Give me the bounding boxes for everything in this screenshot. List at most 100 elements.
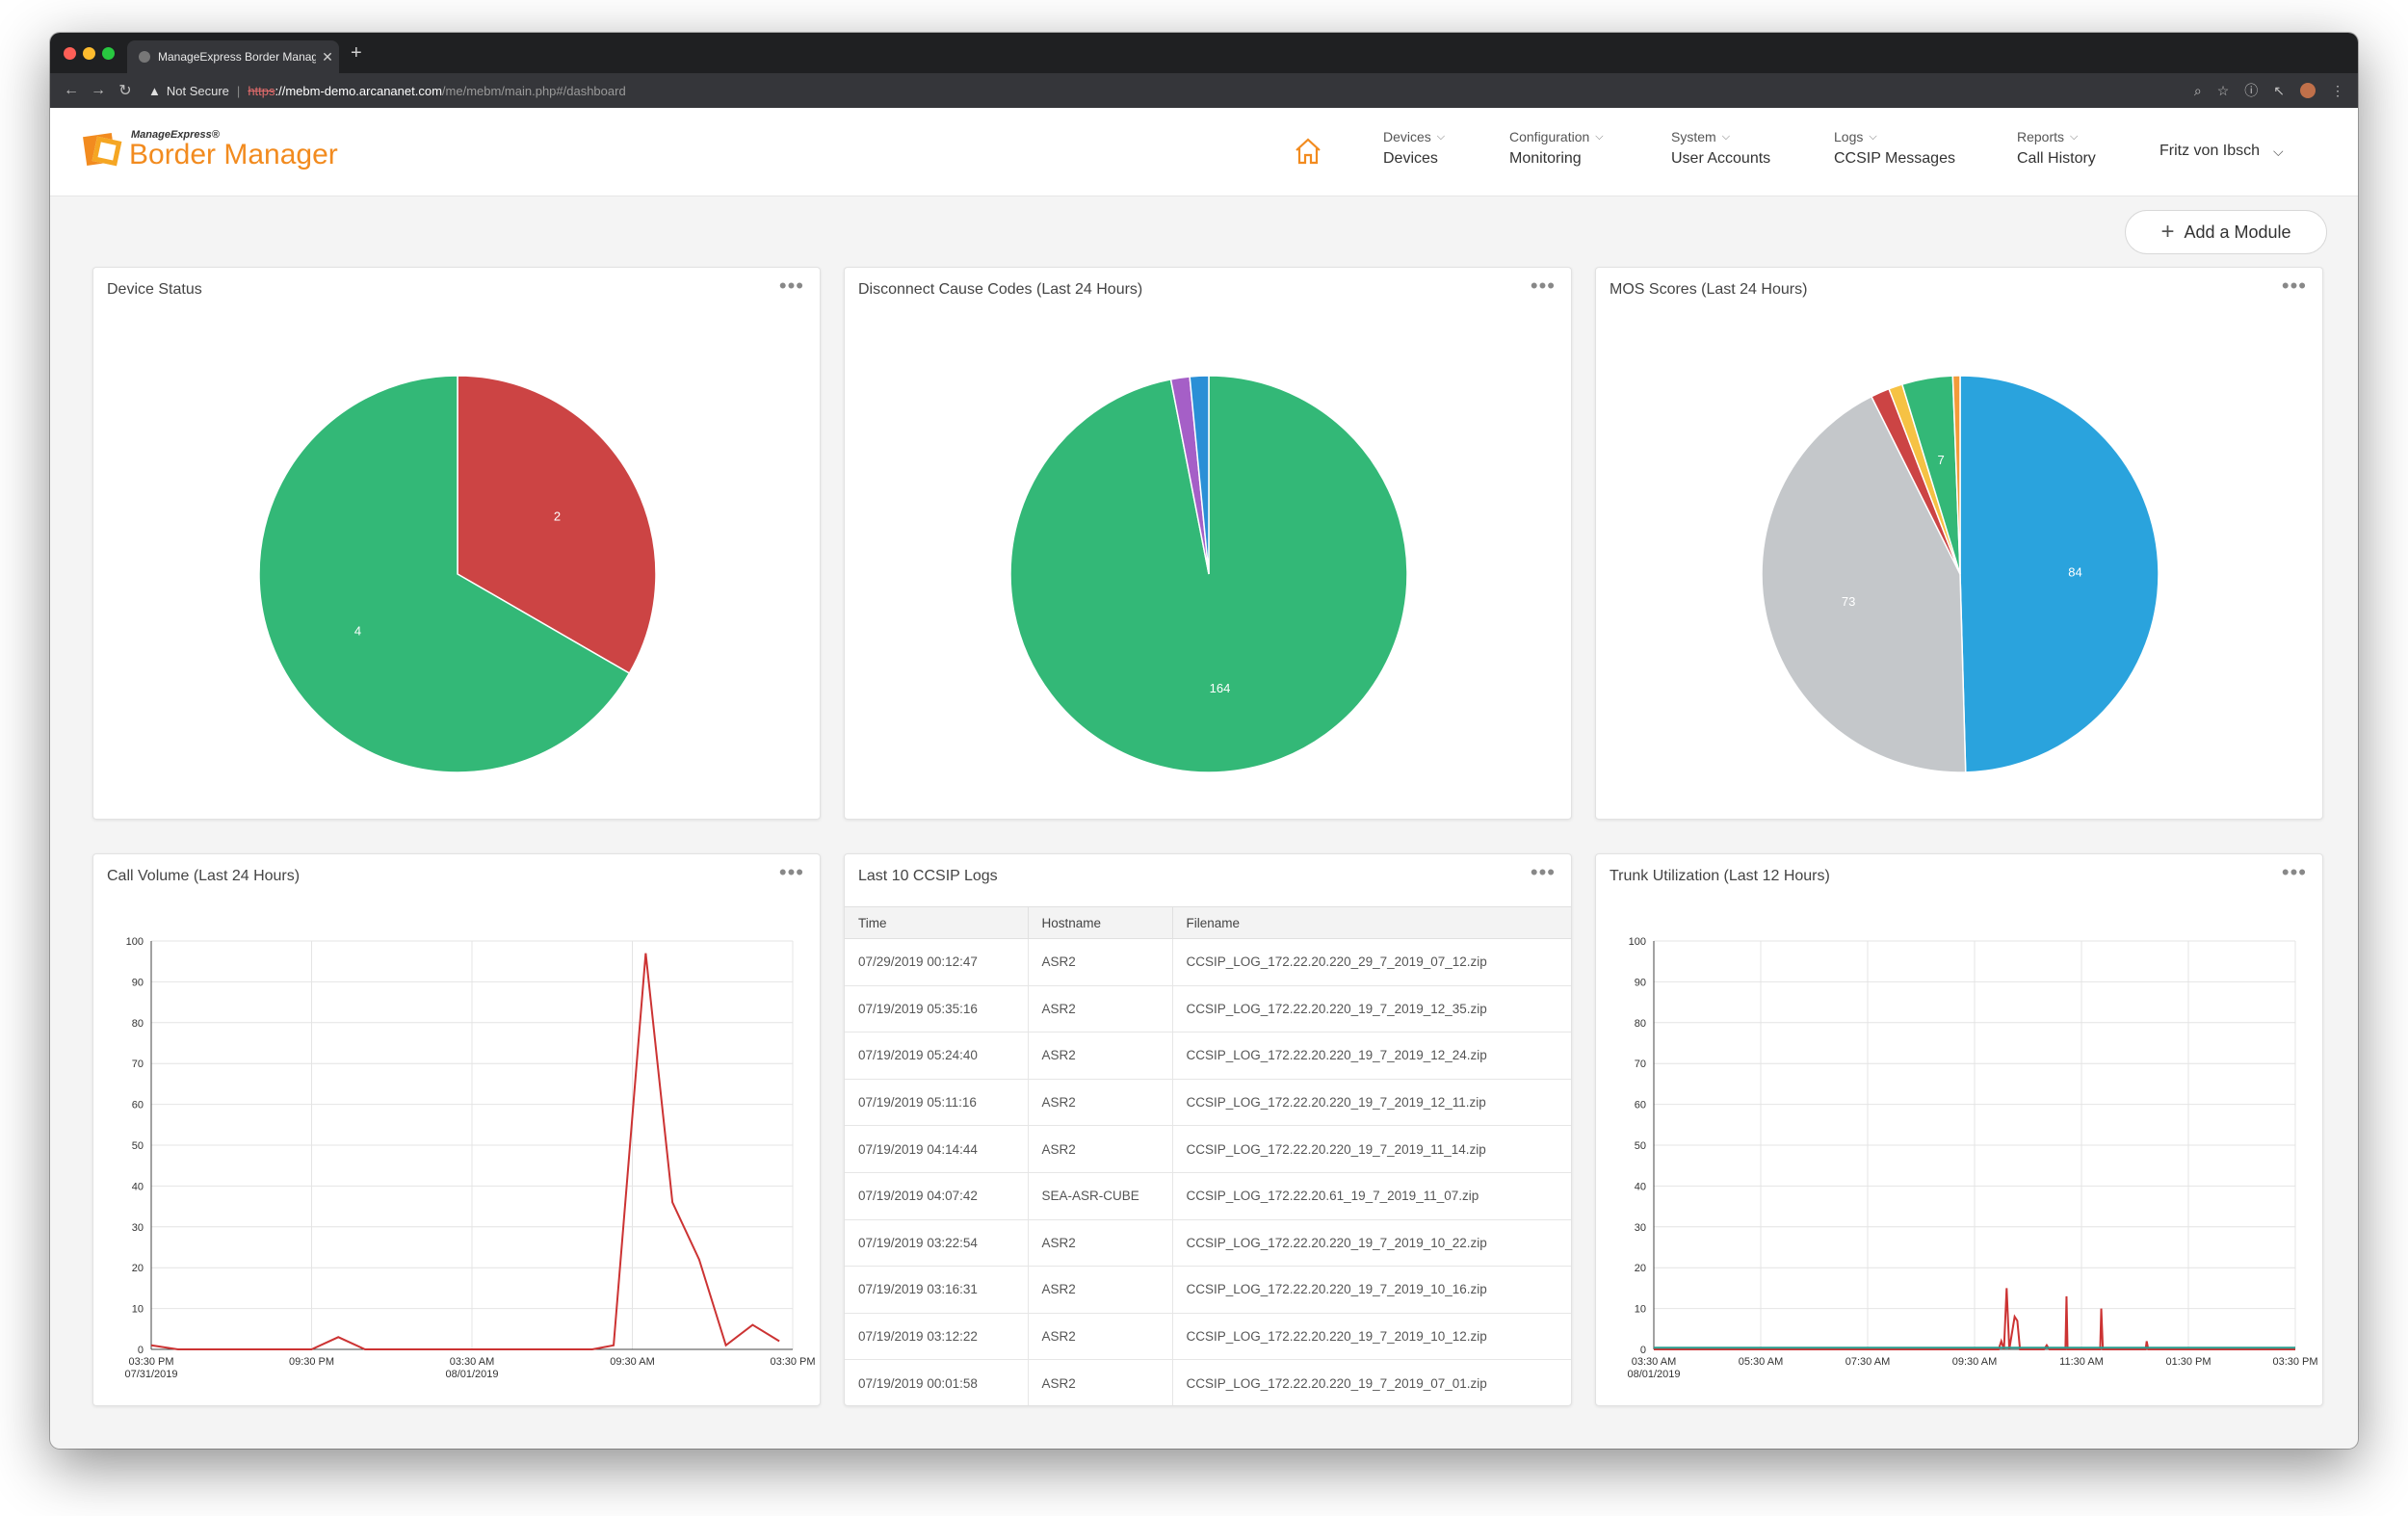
- x-tick-label: 09:30 AM: [610, 1356, 654, 1368]
- column-header-filename[interactable]: Filename: [1172, 906, 1571, 939]
- column-header-time[interactable]: Time: [845, 906, 1029, 939]
- browser-tab[interactable]: ManageExpress Border Manag ✕: [127, 40, 339, 73]
- nav-monitoring-link[interactable]: Monitoring: [1509, 150, 1582, 167]
- cell-time: 07/29/2019 00:12:47: [845, 938, 1029, 986]
- device-status-chart: 24: [258, 375, 657, 773]
- home-icon[interactable]: [1293, 137, 1323, 166]
- cell-time: 07/19/2019 04:14:44: [845, 1125, 1029, 1173]
- x-tick-label: 11:30 AM: [2059, 1356, 2104, 1368]
- table-row[interactable]: 07/19/2019 03:12:22 ASR2 CCSIP_LOG_172.22.…: [845, 1313, 1571, 1361]
- trunk-utilization-panel: 0 10 20 30 40 50 60 70 80 90 100 03:30 AM 08/01/2019…: [1595, 853, 2323, 1406]
- cell-filename: CCSIP_LOG_172.22.20.220_19_7_2019_07_01.…: [1172, 1359, 1571, 1405]
- cursor-icon[interactable]: ↖: [2273, 82, 2285, 98]
- bookmark-star-icon[interactable]: ☆: [2216, 82, 2230, 98]
- table-row[interactable]: 07/19/2019 05:24:40 ASR2 CCSIP_LOG_172.22.…: [845, 1032, 1571, 1080]
- nav-logs[interactable]: Logs ⌵ CCSIP Messages: [1834, 129, 1955, 168]
- url-field[interactable]: ▲ Not Secure | https://mebm-demo.arcanan…: [148, 84, 626, 98]
- y-tick-label: 10: [132, 1304, 144, 1316]
- table-row[interactable]: 07/19/2019 05:35:16 ASR2 CCSIP_LOG_172.22.…: [845, 985, 1571, 1033]
- more-options-icon[interactable]: •••: [778, 274, 804, 298]
- table-row[interactable]: 07/19/2019 00:01:58 ASR2 CCSIP_LOG_172.22.…: [845, 1359, 1571, 1405]
- url-divider: |: [236, 83, 241, 98]
- column-header-hostname[interactable]: Hostname: [1028, 906, 1173, 939]
- table-row[interactable]: 07/19/2019 05:11:16 ASR2 CCSIP_LOG_172.22.…: [845, 1079, 1571, 1127]
- nav-ccsip-messages-link[interactable]: CCSIP Messages: [1834, 150, 1955, 167]
- nav-system[interactable]: System ⌵ User Accounts: [1671, 129, 1770, 168]
- x-tick-label: 03:30 PM: [128, 1356, 173, 1368]
- cell-filename: CCSIP_LOG_172.22.20.220_19_7_2019_12_24.…: [1172, 1032, 1571, 1080]
- cell-hostname: SEA-ASR-CUBE: [1028, 1172, 1173, 1220]
- y-tick-label: 20: [132, 1263, 144, 1274]
- reload-icon[interactable]: ↻: [118, 83, 132, 99]
- x-tick-label: 03:30 AM: [450, 1356, 494, 1368]
- nav-reports-menu[interactable]: Reports: [2017, 129, 2065, 144]
- ccsip-logs-table: Time Hostname Filename 07/29/2019 00:12:…: [845, 906, 1571, 1405]
- call-volume-panel: 0 10 20 30 40 50 60 70 80 90 100 03:30 PM 07/31/2019…: [92, 853, 821, 1406]
- add-module-label: Add a Module: [2184, 222, 2291, 242]
- table-row[interactable]: 07/19/2019 04:14:44 ASR2 CCSIP_LOG_172.22.…: [845, 1125, 1571, 1173]
- profile-avatar[interactable]: [2300, 83, 2316, 98]
- slice-label: 73: [1842, 594, 1855, 609]
- x-tick-label: 05:30 AM: [1739, 1356, 1783, 1368]
- pie-slice[interactable]: [1951, 375, 1961, 575]
- more-vert-icon[interactable]: ⋮: [2331, 82, 2344, 98]
- nav-system-menu[interactable]: System: [1671, 129, 1716, 144]
- disconnect-codes-panel: 164 Disconnect Cause Codes (Last 24 Hour…: [844, 267, 1572, 820]
- nav-call-history-link[interactable]: Call History: [2017, 150, 2096, 167]
- plus-icon: +: [2160, 219, 2175, 245]
- y-tick-label: 60: [132, 1100, 144, 1111]
- nav-devices-link[interactable]: Devices: [1383, 150, 1438, 167]
- nav-configuration[interactable]: Configuration ⌵ Monitoring: [1509, 129, 1604, 168]
- y-tick-label: 90: [132, 977, 144, 988]
- cell-time: 07/19/2019 03:16:31: [845, 1266, 1029, 1314]
- nav-reports[interactable]: Reports ⌵ Call History: [2017, 129, 2096, 168]
- minimize-window-button[interactable]: [83, 47, 95, 60]
- y-tick-label: 40: [132, 1181, 144, 1192]
- chevron-down-icon: ⌵: [2070, 130, 2079, 143]
- x-tick-sublabel: 08/01/2019: [445, 1369, 498, 1380]
- user-menu[interactable]: Fritz von Ibsch ⌵: [2159, 143, 2284, 160]
- pie-slice[interactable]: [1189, 375, 1210, 575]
- table-row[interactable]: 07/19/2019 03:16:31 ASR2 CCSIP_LOG_172.22.…: [845, 1266, 1571, 1314]
- nav-devices-menu[interactable]: Devices: [1383, 129, 1431, 144]
- pie-slice[interactable]: [258, 375, 631, 773]
- table-row[interactable]: 07/29/2019 00:12:47 ASR2 CCSIP_LOG_172.22.…: [845, 938, 1571, 986]
- ccsip-logs-panel: Last 10 CCSIP Logs ••• Time Hostname Fil…: [844, 853, 1572, 1406]
- tab-close-icon[interactable]: ✕: [322, 48, 333, 65]
- nav-user-accounts-link[interactable]: User Accounts: [1671, 150, 1771, 167]
- nav-logs-menu[interactable]: Logs: [1834, 129, 1864, 144]
- table-row[interactable]: 07/19/2019 04:07:42 SEA-ASR-CUBE CCSIP_LOG…: [845, 1172, 1571, 1220]
- security-label: Not Secure: [166, 83, 229, 98]
- app-logo[interactable]: ManageExpress® Border Manager: [83, 129, 338, 170]
- zoom-icon[interactable]: ⌕: [2193, 82, 2202, 98]
- cell-time: 07/19/2019 03:12:22: [845, 1313, 1029, 1361]
- cell-filename: CCSIP_LOG_172.22.20.220_29_7_2019_07_12.…: [1172, 938, 1571, 986]
- x-tick-sublabel: 07/31/2019: [124, 1369, 177, 1380]
- table-row[interactable]: 07/19/2019 03:22:54 ASR2 CCSIP_LOG_172.22.…: [845, 1219, 1571, 1268]
- x-tick-label: 01:30 PM: [2165, 1356, 2211, 1368]
- more-options-icon[interactable]: •••: [2281, 274, 2307, 298]
- y-tick-label: 80: [1635, 1018, 1646, 1030]
- cell-time: 07/19/2019 00:01:58: [845, 1359, 1029, 1405]
- more-options-icon[interactable]: •••: [778, 860, 804, 884]
- pie-slice[interactable]: [457, 375, 657, 675]
- pie-slice[interactable]: [1959, 375, 2159, 773]
- more-options-icon[interactable]: •••: [2281, 860, 2307, 884]
- forward-icon[interactable]: →: [91, 82, 106, 98]
- back-icon[interactable]: ←: [64, 82, 79, 98]
- new-tab-button[interactable]: +: [351, 42, 362, 64]
- x-tick-label: 03:30 PM: [2272, 1356, 2317, 1368]
- y-tick-label: 60: [1635, 1100, 1646, 1111]
- panel-title: Disconnect Cause Codes (Last 24 Hours): [858, 281, 1143, 298]
- y-tick-label: 10: [1635, 1304, 1646, 1316]
- nav-configuration-menu[interactable]: Configuration: [1509, 129, 1590, 144]
- maximize-window-button[interactable]: [102, 47, 115, 60]
- more-options-icon[interactable]: •••: [1530, 274, 1556, 298]
- info-icon[interactable]: ⓘ: [2244, 83, 2259, 98]
- close-window-button[interactable]: [64, 47, 76, 60]
- panel-title: Device Status: [107, 281, 202, 298]
- add-module-button[interactable]: + Add a Module: [2125, 210, 2327, 254]
- more-options-icon[interactable]: •••: [1530, 860, 1556, 884]
- nav-devices[interactable]: Devices ⌵ Devices: [1383, 129, 1445, 168]
- pie-slice[interactable]: [1761, 395, 1967, 773]
